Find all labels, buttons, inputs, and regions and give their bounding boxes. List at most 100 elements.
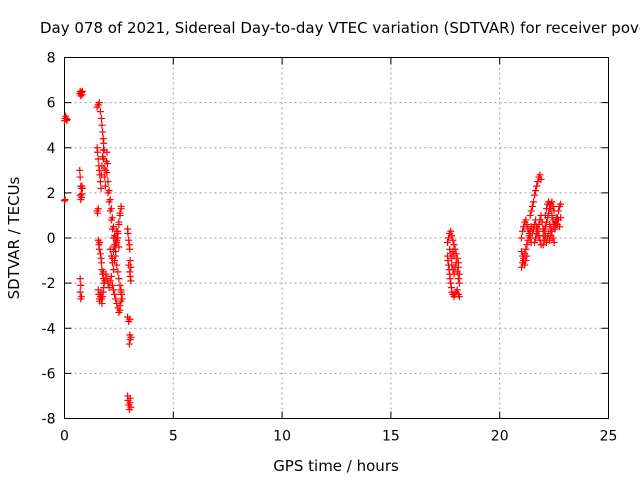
x-tick-label: 10 — [273, 429, 291, 445]
data-point — [449, 236, 457, 244]
data-point — [96, 178, 104, 186]
data-point — [117, 205, 125, 213]
data-point — [77, 281, 85, 289]
data-point — [97, 259, 105, 267]
data-point — [455, 293, 463, 301]
data-point — [104, 160, 112, 168]
x-tick-label: 20 — [491, 429, 509, 445]
data-point — [115, 243, 123, 251]
data-point — [98, 299, 106, 307]
y-tick-label: 4 — [47, 141, 56, 157]
data-point — [125, 236, 133, 244]
data-point — [527, 207, 535, 215]
plot-frame — [64, 57, 609, 419]
data-point — [109, 266, 117, 274]
data-point — [532, 187, 540, 195]
data-point — [111, 241, 119, 249]
data-point — [531, 191, 539, 199]
data-point — [96, 250, 104, 258]
data-point — [547, 225, 555, 233]
data-point — [76, 166, 84, 174]
data-point — [124, 229, 132, 237]
data-point — [521, 261, 529, 269]
data-point — [77, 293, 85, 301]
data-point — [99, 146, 107, 154]
data-point — [531, 239, 539, 247]
data-point — [111, 290, 119, 298]
data-point — [522, 245, 530, 253]
data-point — [108, 254, 116, 262]
data-point — [103, 148, 111, 156]
data-point — [97, 184, 105, 192]
data-point — [108, 281, 116, 289]
data-point — [118, 290, 126, 298]
grid — [64, 57, 609, 419]
data-point — [449, 248, 457, 256]
data-point — [101, 182, 109, 190]
data-point — [127, 333, 135, 341]
data-points — [61, 87, 565, 413]
data-point — [94, 148, 102, 156]
data-point — [519, 227, 527, 235]
data-point — [537, 175, 545, 183]
data-point — [522, 216, 530, 224]
data-point — [546, 220, 554, 228]
data-point — [116, 281, 124, 289]
data-point — [526, 211, 534, 219]
data-point — [452, 259, 460, 267]
x-tick-label: 5 — [169, 429, 178, 445]
data-point — [100, 139, 108, 147]
data-point — [557, 200, 565, 208]
y-tick-label: 0 — [47, 231, 56, 247]
data-point — [109, 248, 117, 256]
data-point — [533, 229, 541, 237]
data-point — [95, 99, 103, 107]
data-point — [125, 261, 133, 269]
data-point — [99, 293, 107, 301]
data-point — [108, 225, 116, 233]
data-point — [104, 189, 112, 197]
data-point — [114, 268, 122, 276]
data-point — [450, 241, 458, 249]
data-point — [98, 121, 106, 129]
data-point — [453, 286, 461, 294]
chart-title: Day 078 of 2021, Sidereal Day-to-day VTE… — [40, 19, 640, 37]
data-point — [536, 171, 544, 179]
data-point — [450, 252, 458, 260]
data-point — [95, 245, 103, 253]
y-tick-label: -6 — [42, 366, 56, 382]
data-point — [550, 239, 558, 247]
data-point — [523, 220, 531, 228]
data-point — [78, 184, 86, 192]
x-tick-labels: 0 5 10 15 20 25 — [60, 429, 617, 445]
data-point — [113, 227, 121, 235]
data-point — [554, 207, 562, 215]
data-point — [528, 202, 536, 210]
data-point — [454, 263, 462, 271]
data-point — [448, 232, 456, 240]
data-point — [447, 279, 455, 287]
data-point — [99, 128, 107, 136]
data-point — [76, 275, 84, 283]
data-point — [114, 234, 122, 242]
data-point — [546, 200, 554, 208]
data-point — [107, 272, 115, 280]
data-point — [455, 279, 463, 287]
y-tick-label: -2 — [42, 276, 56, 292]
data-point — [126, 257, 134, 265]
y-tick-label: 6 — [47, 96, 56, 112]
data-point — [116, 211, 124, 219]
data-point — [444, 257, 452, 265]
data-point — [517, 248, 525, 256]
y-tick-label: -8 — [42, 412, 56, 428]
data-point — [113, 261, 121, 269]
data-point — [106, 277, 114, 285]
data-point — [533, 182, 541, 190]
x-tick-label: 25 — [600, 429, 618, 445]
data-point — [447, 227, 455, 235]
data-point — [522, 257, 530, 265]
data-point — [523, 252, 531, 260]
data-point — [548, 211, 556, 219]
data-point — [126, 315, 134, 323]
data-point — [78, 87, 86, 95]
